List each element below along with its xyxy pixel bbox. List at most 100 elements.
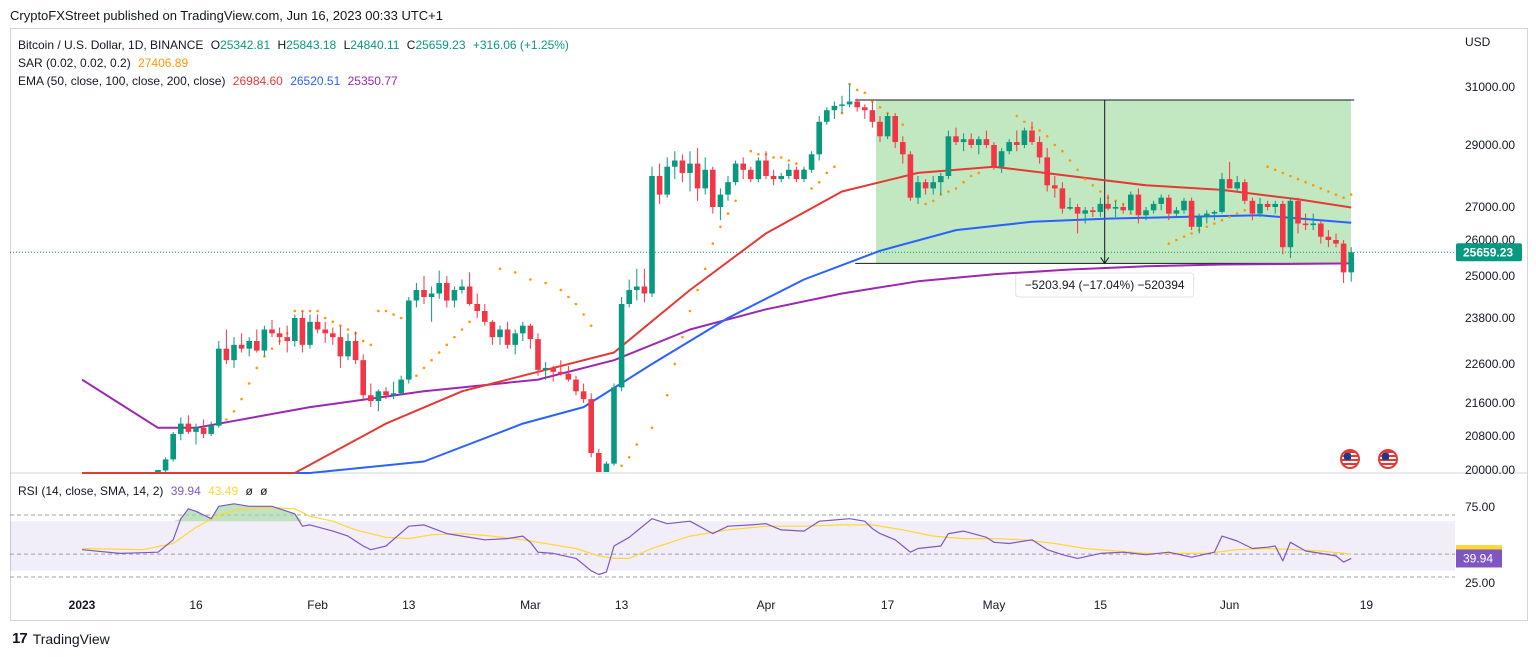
candle[interactable] <box>968 133 974 149</box>
candle[interactable] <box>1097 197 1104 217</box>
candle[interactable] <box>193 423 199 445</box>
candle[interactable] <box>1021 127 1028 149</box>
candle[interactable] <box>1188 197 1195 231</box>
candle[interactable] <box>550 365 556 382</box>
candle[interactable] <box>611 383 617 466</box>
candle[interactable] <box>299 311 306 353</box>
candle[interactable] <box>831 101 838 119</box>
candle[interactable] <box>634 268 640 301</box>
candle[interactable] <box>862 104 868 119</box>
candle[interactable] <box>383 387 389 400</box>
candle[interactable] <box>983 130 990 149</box>
candle[interactable] <box>732 160 739 186</box>
candle[interactable] <box>763 151 769 180</box>
candle[interactable] <box>1044 148 1050 192</box>
candle[interactable] <box>170 431 176 462</box>
candle[interactable] <box>474 293 480 319</box>
candle[interactable] <box>1295 197 1301 234</box>
candle[interactable] <box>1348 247 1354 282</box>
candle[interactable] <box>725 176 731 201</box>
candle[interactable] <box>649 166 655 297</box>
candle[interactable] <box>1302 213 1309 231</box>
candle[interactable] <box>869 101 876 128</box>
candle[interactable] <box>641 268 648 303</box>
candle[interactable] <box>854 98 860 112</box>
candle[interactable] <box>1226 162 1233 189</box>
candle[interactable] <box>368 383 374 408</box>
candle[interactable] <box>345 333 351 361</box>
candle[interactable] <box>580 383 587 404</box>
candle[interactable] <box>246 337 252 357</box>
candle[interactable] <box>261 325 268 357</box>
candle[interactable] <box>1242 179 1248 204</box>
candle[interactable] <box>398 375 404 396</box>
candle[interactable] <box>1318 220 1324 244</box>
candle[interactable] <box>1067 197 1073 211</box>
candle[interactable] <box>162 457 169 472</box>
candle[interactable] <box>352 331 359 364</box>
candle[interactable] <box>535 333 541 376</box>
candle[interactable] <box>1287 197 1294 258</box>
candle[interactable] <box>573 375 579 396</box>
main-legend[interactable]: Bitcoin / U.S. Dollar, 1D, BINANCE O2534… <box>18 38 573 52</box>
candle[interactable] <box>1074 203 1081 234</box>
candle[interactable] <box>664 157 670 198</box>
candle[interactable] <box>231 337 237 368</box>
candle[interactable] <box>1158 194 1164 211</box>
candle[interactable] <box>1264 200 1271 211</box>
candle[interactable] <box>527 323 534 349</box>
candle[interactable] <box>626 279 632 308</box>
candle[interactable] <box>406 297 412 384</box>
candle[interactable] <box>428 286 435 322</box>
candle[interactable] <box>1219 172 1225 214</box>
candle[interactable] <box>1181 197 1187 214</box>
candle[interactable] <box>953 127 959 145</box>
candle[interactable] <box>1112 200 1119 217</box>
candle[interactable] <box>846 84 853 108</box>
candle[interactable] <box>1143 207 1149 221</box>
rsi-legend[interactable]: RSI (14, close, SMA, 14, 2) 39.94 43.49 … <box>18 484 272 498</box>
candle[interactable] <box>466 272 473 306</box>
candle[interactable] <box>603 461 610 473</box>
candle[interactable] <box>618 297 625 392</box>
candle[interactable] <box>938 172 944 195</box>
candle[interactable] <box>877 116 883 143</box>
candle[interactable] <box>656 163 663 204</box>
candle[interactable] <box>786 163 792 180</box>
candle[interactable] <box>991 142 997 170</box>
candle[interactable] <box>915 176 921 204</box>
candle[interactable] <box>748 166 754 183</box>
candle[interactable] <box>930 176 936 195</box>
candle[interactable] <box>1036 136 1043 164</box>
candle[interactable] <box>1166 194 1172 221</box>
ema-legend[interactable]: EMA (50, close, 100, close, 200, close) … <box>18 74 402 88</box>
candle[interactable] <box>717 188 724 221</box>
candle[interactable] <box>778 172 784 183</box>
candle[interactable] <box>710 166 716 214</box>
candle[interactable] <box>1006 139 1012 155</box>
candle[interactable] <box>1211 210 1218 221</box>
candle[interactable] <box>808 151 815 173</box>
candle[interactable] <box>816 116 822 161</box>
candle[interactable] <box>451 286 458 308</box>
us-flag-icon[interactable] <box>1340 449 1360 469</box>
candle[interactable] <box>223 329 230 365</box>
candle[interactable] <box>1120 203 1126 214</box>
candle[interactable] <box>413 283 420 308</box>
candle[interactable] <box>1310 213 1316 231</box>
candle[interactable] <box>1280 200 1286 255</box>
candle[interactable] <box>755 157 762 183</box>
candle[interactable] <box>1059 182 1066 214</box>
candle[interactable] <box>512 329 518 355</box>
candle[interactable] <box>1090 207 1096 217</box>
candle[interactable] <box>892 113 898 149</box>
candle[interactable] <box>1340 240 1347 283</box>
candle[interactable] <box>1014 130 1020 152</box>
candle[interactable] <box>1150 200 1157 214</box>
candle[interactable] <box>497 325 503 345</box>
candle[interactable] <box>360 354 366 400</box>
candle[interactable] <box>436 270 442 299</box>
candle[interactable] <box>444 276 450 308</box>
candle[interactable] <box>839 95 845 114</box>
candle[interactable] <box>216 341 222 428</box>
